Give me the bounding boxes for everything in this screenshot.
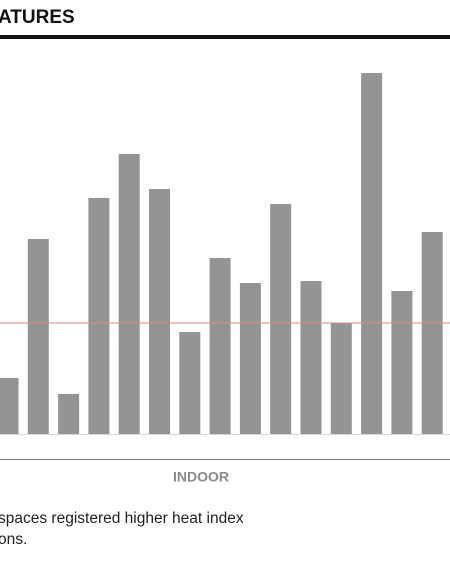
bar xyxy=(391,291,413,434)
bar xyxy=(27,239,49,434)
bar xyxy=(209,258,231,434)
bar xyxy=(179,332,201,434)
bar xyxy=(149,189,170,434)
note-line: ons. xyxy=(0,531,27,548)
bar xyxy=(239,283,261,434)
bar xyxy=(270,204,292,434)
title-rule xyxy=(0,35,450,39)
bar xyxy=(300,281,322,434)
bar xyxy=(118,154,140,434)
bar xyxy=(361,73,383,434)
note-line: spaces registered higher heat index xyxy=(0,510,244,527)
x-axis-label: INDOOR xyxy=(173,469,229,485)
bar xyxy=(330,323,352,434)
bar xyxy=(0,378,19,434)
bar xyxy=(88,198,110,434)
bar xyxy=(58,394,80,434)
bar xyxy=(421,232,443,434)
chart-title: ATURES xyxy=(0,7,75,28)
bars xyxy=(0,73,443,434)
